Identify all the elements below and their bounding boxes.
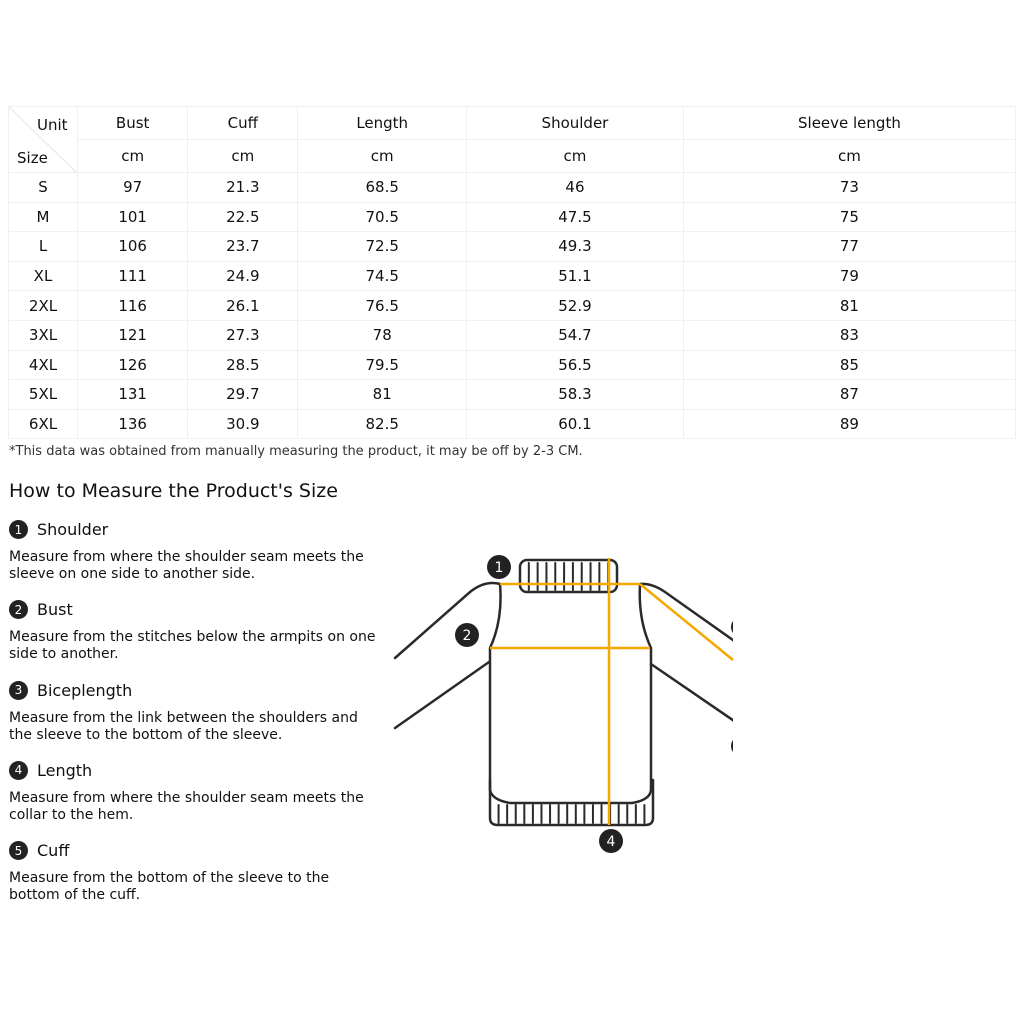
hem-ribs xyxy=(497,804,646,824)
size-cell: 6XL xyxy=(8,408,78,440)
svg-text:1: 1 xyxy=(495,560,504,576)
size-cell: XL xyxy=(8,260,78,292)
table-row: M 101 22.5 70.5 47.5 75 xyxy=(8,201,1017,233)
measure-item: 5 Cuff Measure from the bottom of the slee… xyxy=(9,841,379,904)
value-cell: 28.5 xyxy=(187,349,299,381)
value-cell: 97 xyxy=(76,172,189,203)
measure-item: 1 Shoulder Measure from where the shoulder… xyxy=(9,520,379,583)
value-cell: 76.5 xyxy=(297,290,468,321)
unit-cell: cm xyxy=(187,139,299,173)
size-cell: 2XL xyxy=(8,290,78,321)
measure-description: Measure from where the shoulder seam mee… xyxy=(9,789,364,823)
measure-title: Cuff xyxy=(37,841,70,861)
value-cell: 27.3 xyxy=(187,319,299,351)
measure-description: Measure from where the shoulder seam mee… xyxy=(9,549,364,582)
value-cell: 131 xyxy=(76,379,189,410)
unit-cell: cm xyxy=(76,139,189,173)
value-cell: 78 xyxy=(297,319,468,351)
measure-item: 2 Bust Measure from the stitches below the… xyxy=(9,600,379,663)
table-row: S 97 21.3 68.5 46 73 xyxy=(8,172,1017,203)
corner-cell: Unit Size xyxy=(8,106,78,173)
value-cell: 81 xyxy=(297,379,468,410)
svg-text:2: 2 xyxy=(463,628,472,644)
value-cell: 121 xyxy=(76,319,189,351)
section-heading: How to Measure the Product's Size xyxy=(9,480,338,502)
hem xyxy=(488,778,655,827)
size-cell: L xyxy=(8,231,78,262)
value-cell: 70.5 xyxy=(297,201,468,233)
measure-title: Biceplength xyxy=(37,680,133,700)
value-cell: 52.9 xyxy=(466,290,684,321)
value-cell: 29.7 xyxy=(187,379,299,410)
number-badge: 2 xyxy=(9,600,28,620)
measure-description: Measure from the bottom of the sleeve to… xyxy=(9,870,330,904)
measure-title: Bust xyxy=(37,600,73,620)
value-cell: 30.9 xyxy=(187,408,299,440)
value-cell: 106 xyxy=(76,231,189,262)
table-row: 6XL 136 30.9 82.5 60.1 89 xyxy=(8,408,1017,440)
measure-item: 3 Biceplength Measure from the link betwee… xyxy=(9,680,379,744)
number-badge: 3 xyxy=(9,680,28,700)
measure-lines xyxy=(490,558,734,825)
body-outline xyxy=(488,582,653,805)
number-badge: 4 xyxy=(9,760,28,780)
measure-item: 4 Length Measure from where the shoulder s… xyxy=(9,760,379,824)
measure-title: Length xyxy=(37,760,93,780)
table-row: 2XL 116 26.1 76.5 52.9 81 xyxy=(8,290,1017,321)
value-cell: 47.5 xyxy=(466,201,684,233)
marker-1: 1 xyxy=(487,555,511,579)
value-cell: 79.5 xyxy=(297,349,468,381)
collar xyxy=(518,558,619,594)
value-cell: 56.5 xyxy=(466,349,684,381)
table-row: 5XL 131 29.7 81 58.3 87 xyxy=(8,379,1017,410)
value-cell: 22.5 xyxy=(187,201,299,233)
table-row: 4XL 126 28.5 79.5 56.5 85 xyxy=(8,349,1017,381)
value-cell: 75 xyxy=(682,201,1017,233)
left-sleeve xyxy=(393,581,502,730)
size-table: Unit Size Bust Cuff Length Shoulder Sleeve len… xyxy=(8,106,1017,440)
column-header: Shoulder xyxy=(466,106,684,140)
right-sleeve xyxy=(638,582,733,722)
number-badge: 5 xyxy=(9,841,28,861)
measure-title: Shoulder xyxy=(37,520,109,539)
unit-cell: cm xyxy=(682,139,1017,173)
value-cell: 89 xyxy=(682,408,1017,440)
measurement-note: *This data was obtained from manually me… xyxy=(9,444,583,459)
collar-ribs xyxy=(527,562,610,591)
value-cell: 60.1 xyxy=(466,408,684,440)
size-cell: S xyxy=(8,172,78,203)
value-cell: 87 xyxy=(682,379,1017,410)
marker-4: 4 xyxy=(599,829,623,853)
measure-description: Measure from the stitches below the armp… xyxy=(9,629,376,663)
value-cell: 111 xyxy=(76,260,189,292)
value-cell: 72.5 xyxy=(297,231,468,262)
value-cell: 74.5 xyxy=(297,260,468,292)
number-badge: 1 xyxy=(9,520,28,539)
size-cell: 4XL xyxy=(8,349,78,381)
marker-2: 2 xyxy=(455,623,479,647)
value-cell: 23.7 xyxy=(187,231,299,262)
value-cell: 21.3 xyxy=(187,172,299,203)
value-cell: 136 xyxy=(76,408,189,440)
value-cell: 68.5 xyxy=(297,172,468,203)
column-header: Cuff xyxy=(187,106,299,140)
svg-text:4: 4 xyxy=(607,834,616,850)
value-cell: 101 xyxy=(76,201,189,233)
value-cell: 49.3 xyxy=(466,231,684,262)
unit-cell: cm xyxy=(297,139,468,173)
table-row: L 106 23.7 72.5 49.3 77 xyxy=(8,231,1017,262)
value-cell: 24.9 xyxy=(187,260,299,292)
measure-description: Measure from the link between the should… xyxy=(9,709,358,743)
value-cell: 82.5 xyxy=(297,408,468,440)
column-header: Bust xyxy=(76,106,189,140)
table-row: 3XL 121 27.3 78 54.7 83 xyxy=(8,319,1017,351)
unit-cell: cm xyxy=(466,139,684,173)
value-cell: 26.1 xyxy=(187,290,299,321)
